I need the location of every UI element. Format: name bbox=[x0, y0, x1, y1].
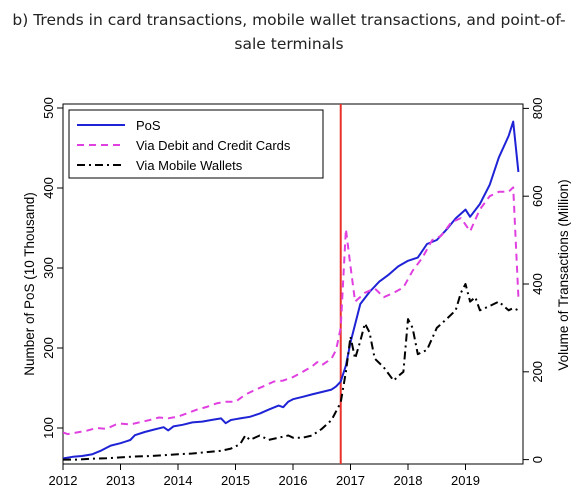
x-tick-label: 2017 bbox=[336, 473, 365, 488]
y-right-tick-label: 800 bbox=[530, 98, 545, 120]
y-right-tick-label: 600 bbox=[530, 185, 545, 207]
series-line-via-mobile-wallets bbox=[63, 283, 519, 461]
legend: PoS Via Debit and Credit Cards Via Mobil… bbox=[68, 109, 324, 179]
x-tick-label: 2013 bbox=[106, 473, 135, 488]
x-tick-label: 2018 bbox=[394, 473, 423, 488]
y-left-tick-label: 500 bbox=[41, 97, 56, 119]
legend-label-wallets: Via Mobile Wallets bbox=[136, 158, 243, 173]
x-tick-label: 2016 bbox=[279, 473, 308, 488]
legend-box bbox=[68, 109, 324, 179]
y-left-tick-label: 200 bbox=[41, 337, 56, 359]
x-tick-label: 2015 bbox=[221, 473, 250, 488]
y-right-tick-label: 200 bbox=[530, 361, 545, 383]
y-axis-label-right: Volume of Transactions (Million) bbox=[556, 179, 571, 370]
x-tick-label: 2019 bbox=[451, 473, 480, 488]
chart-title: b) Trends in card transactions, mobile w… bbox=[12, 11, 566, 53]
x-tick-label: 2014 bbox=[164, 473, 193, 488]
x-tick-label: 2012 bbox=[49, 473, 78, 488]
y-right-tick-label: 400 bbox=[530, 273, 545, 295]
y-left-tick-label: 300 bbox=[41, 257, 56, 279]
series-line-via-debit-and-credit-cards bbox=[63, 186, 520, 436]
y-left-tick-label: 100 bbox=[41, 417, 56, 439]
y-axis-label-left: Number of PoS (10 Thousand) bbox=[22, 192, 37, 376]
legend-label-pos: PoS bbox=[136, 118, 161, 133]
legend-label-cards: Via Debit and Credit Cards bbox=[136, 138, 291, 153]
y-left-tick-label: 400 bbox=[41, 177, 56, 199]
y-right-tick-label: 0 bbox=[530, 456, 545, 463]
